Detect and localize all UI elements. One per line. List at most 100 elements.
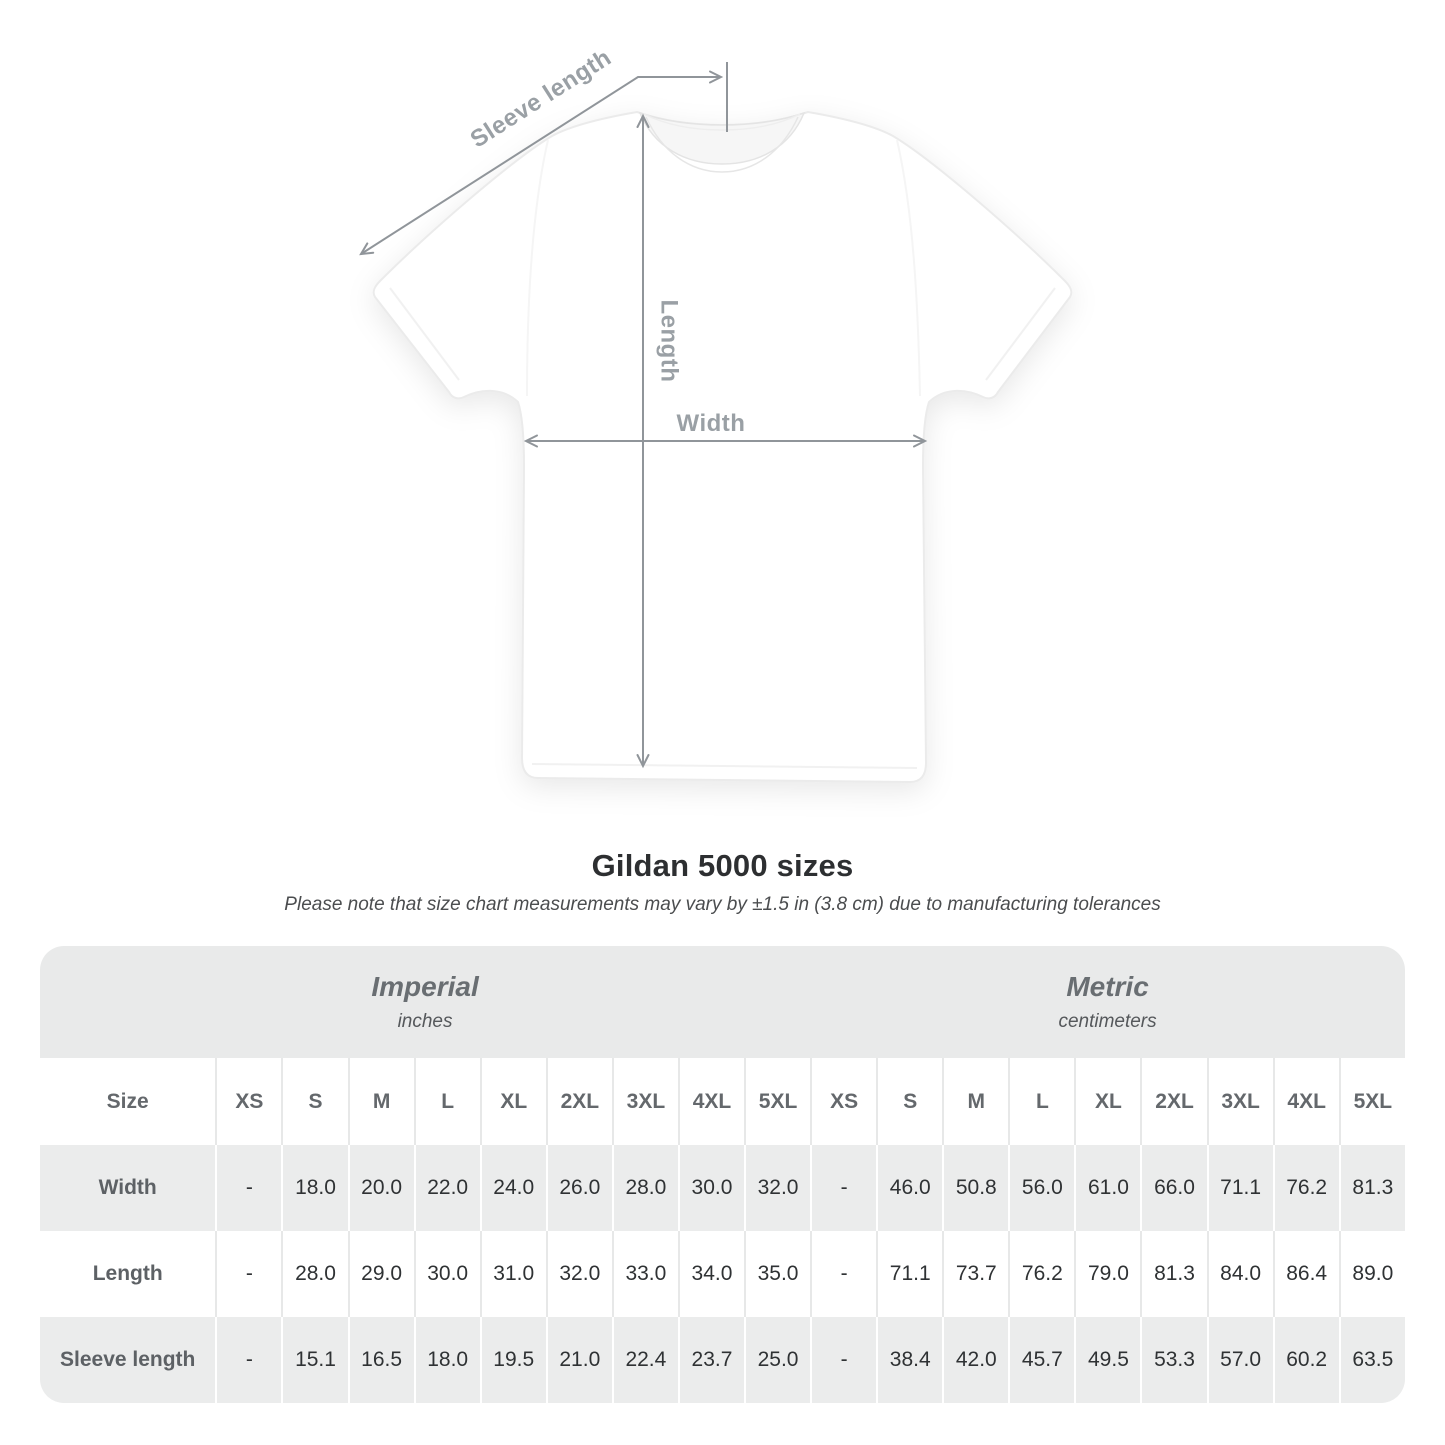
measurement-cell: 61.0	[1074, 1145, 1141, 1231]
measurement-cell: 25.0	[744, 1317, 811, 1403]
measurement-cell: 38.4	[876, 1317, 943, 1403]
size-header-cell: 4XL	[677, 1058, 745, 1145]
row-label: Sleeve length	[40, 1317, 216, 1403]
measurement-cell: 33.0	[611, 1231, 678, 1317]
measurement-cell: 19.5	[479, 1317, 546, 1403]
size-header-cell: L	[413, 1058, 480, 1145]
measurement-cell: 57.0	[1206, 1317, 1273, 1403]
tshirt-left-cuff-seam	[389, 287, 460, 381]
measurement-cell: 46.0	[876, 1145, 943, 1231]
measurement-cell: 49.5	[1074, 1317, 1141, 1403]
sleeve-length-arrow	[359, 70, 724, 256]
measurement-cell: 76.2	[1272, 1145, 1339, 1231]
size-header-cell: 2XL	[545, 1058, 612, 1145]
size-header-cell: 5XL	[1338, 1058, 1405, 1145]
measurement-cell: 32.0	[545, 1231, 612, 1317]
size-header-cell: L	[1008, 1058, 1075, 1145]
measurement-cell: 81.3	[1338, 1145, 1405, 1231]
measurement-cell: 53.3	[1140, 1317, 1207, 1403]
measurement-cell: 35.0	[744, 1231, 811, 1317]
measurement-cell: 56.0	[1008, 1145, 1075, 1231]
size-header-cell: 4XL	[1272, 1058, 1339, 1145]
imperial-label: Imperial	[371, 971, 479, 1002]
table-row: Length -28.0 29.0 30.0 31.0 32.0 33.0 34.0 35.0-…	[40, 1231, 1405, 1317]
measurement-cell: -	[215, 1145, 282, 1231]
unit-group-row: Imperial inches Metric centimeters	[40, 946, 1405, 1058]
measurement-cell: 71.1	[1206, 1145, 1273, 1231]
metric-label: Metric	[1066, 971, 1149, 1002]
measurement-cell: 32.0	[744, 1145, 811, 1231]
size-header-cell: XS	[810, 1058, 877, 1145]
measurement-cell: 42.0	[942, 1317, 1009, 1403]
measurement-cell: 76.2	[1008, 1231, 1075, 1317]
imperial-group-header: Imperial inches	[40, 946, 811, 1058]
size-header-cell: 2XL	[1140, 1058, 1207, 1145]
size-header-cell: S	[281, 1058, 348, 1145]
measurement-cell: 89.0	[1338, 1231, 1405, 1317]
measurement-cell: 20.0	[347, 1145, 414, 1231]
measurement-cell: 15.1	[281, 1317, 348, 1403]
measurement-cell: 18.0	[413, 1317, 480, 1403]
measurement-cell: 66.0	[1140, 1145, 1207, 1231]
tshirt-hem-stitch	[531, 763, 918, 769]
row-label: Length	[40, 1231, 216, 1317]
measurement-cell: 34.0	[677, 1231, 745, 1317]
measurement-cell: 79.0	[1074, 1231, 1141, 1317]
size-column-header: Size	[40, 1058, 216, 1145]
size-table-container: Imperial inches Metric centimeters Size …	[40, 946, 1405, 1403]
measurement-cell: 28.0	[611, 1145, 678, 1231]
measurement-cell: 21.0	[545, 1317, 612, 1403]
width-label: Width	[677, 410, 746, 437]
metric-unit: centimeters	[1058, 1011, 1157, 1032]
tshirt-illustration	[372, 111, 1073, 783]
measurement-cell: 22.0	[413, 1145, 480, 1231]
measurement-cell: 30.0	[413, 1231, 480, 1317]
tolerance-note: Please note that size chart measurements…	[284, 894, 1161, 915]
measurement-cell: 84.0	[1206, 1231, 1273, 1317]
size-header-cell: S	[876, 1058, 943, 1145]
measurement-cell: -	[810, 1145, 877, 1231]
size-header-cell: XL	[479, 1058, 546, 1145]
measurement-cell: 50.8	[942, 1145, 1009, 1231]
measurement-cell: 26.0	[545, 1145, 612, 1231]
measurement-cell: 30.0	[677, 1145, 745, 1231]
size-header-cell: M	[942, 1058, 1009, 1145]
measurement-cell: 18.0	[281, 1145, 348, 1231]
tshirt-right-side-seam	[896, 139, 921, 397]
measurement-cell: 16.5	[347, 1317, 414, 1403]
measurement-cell: 73.7	[942, 1231, 1009, 1317]
measurement-cell: -	[810, 1317, 877, 1403]
measurement-cell: 24.0	[479, 1145, 546, 1231]
measurement-cell: 29.0	[347, 1231, 414, 1317]
metric-group-header: Metric centimeters	[810, 946, 1405, 1058]
size-header-cell: 3XL	[1206, 1058, 1273, 1145]
measurement-cell: 86.4	[1272, 1231, 1339, 1317]
measurement-cell: -	[215, 1231, 282, 1317]
measurement-cell: -	[215, 1317, 282, 1403]
table-row: Width -18.0 20.0 22.0 24.0 26.0 28.0 30.0 32.0-4…	[40, 1145, 1405, 1231]
tshirt-diagram-svg: Sleeve length Length Width	[359, 44, 1073, 783]
measurement-cell: 22.4	[611, 1317, 678, 1403]
measurement-cell: 60.2	[1272, 1317, 1339, 1403]
table-row: Sleeve length -15.1 16.5 18.0 19.5 21.0 22.4 23…	[40, 1317, 1405, 1403]
size-table: Imperial inches Metric centimeters Size …	[40, 946, 1405, 1403]
size-header-cell: M	[347, 1058, 414, 1145]
measurement-cell: 81.3	[1140, 1231, 1207, 1317]
size-header-cell: XL	[1074, 1058, 1141, 1145]
imperial-unit: inches	[397, 1011, 453, 1032]
tshirt-body	[372, 111, 1073, 783]
size-header-row: Size XS S M L XL 2XL 3XL 4XL 5XL XS S M L XL 2XL 3XL 4XL…	[40, 1058, 1405, 1145]
measurement-cell: -	[810, 1231, 877, 1317]
measurement-cell: 28.0	[281, 1231, 348, 1317]
row-label: Width	[40, 1145, 216, 1231]
tshirt-measurement-diagram: Sleeve length Length Width	[359, 44, 1073, 783]
length-label: Length	[656, 300, 683, 383]
tshirt-right-cuff-seam	[985, 287, 1056, 381]
size-header-cell: 3XL	[611, 1058, 678, 1145]
measurement-cell: 31.0	[479, 1231, 546, 1317]
size-header-cell: XS	[215, 1058, 282, 1145]
size-header-cell: 5XL	[744, 1058, 811, 1145]
measurement-cell: 71.1	[876, 1231, 943, 1317]
measurement-cell: 45.7	[1008, 1317, 1075, 1403]
measurement-cell: 63.5	[1338, 1317, 1405, 1403]
